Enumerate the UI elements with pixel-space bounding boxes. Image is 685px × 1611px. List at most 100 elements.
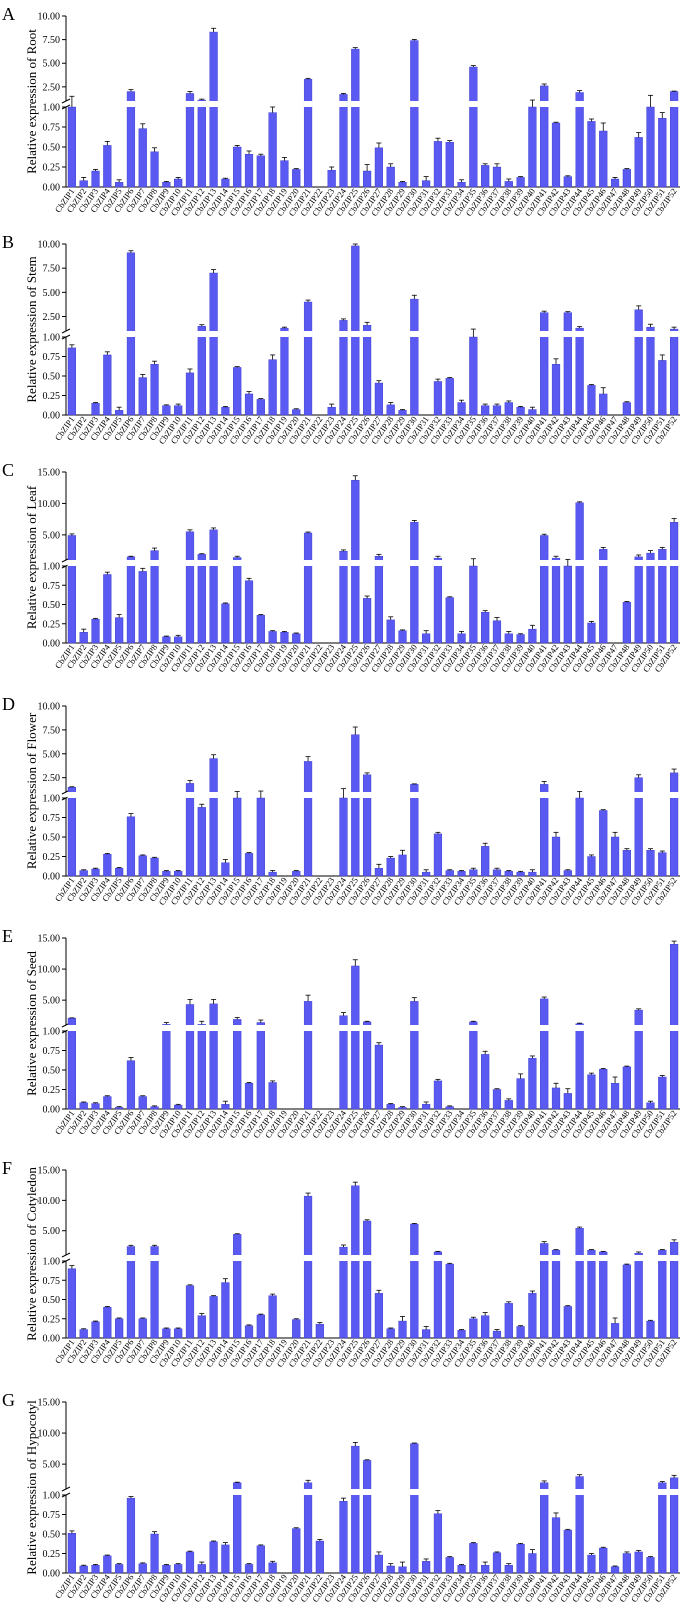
bar <box>398 1566 407 1574</box>
y-tick-label: 5.00 <box>43 749 61 760</box>
bar <box>280 632 289 644</box>
bar-break-gap <box>350 1489 360 1495</box>
bar <box>303 761 313 877</box>
bar <box>103 1555 112 1574</box>
bar <box>150 1106 159 1110</box>
y-tick-label: 0.50 <box>43 372 61 383</box>
bar <box>398 854 407 877</box>
bar <box>221 1544 230 1574</box>
y-tick-label: 10.00 <box>38 965 61 976</box>
y-tick-label: 0.00 <box>43 1334 61 1345</box>
y-tick-label: 0.25 <box>43 619 61 630</box>
bar <box>209 758 218 877</box>
bar <box>174 871 183 877</box>
bar <box>516 1543 525 1574</box>
bar <box>67 1017 77 1110</box>
bar <box>374 382 384 416</box>
bar <box>303 79 313 188</box>
bar <box>292 871 301 877</box>
bar <box>197 325 206 416</box>
bar <box>386 166 395 188</box>
bar <box>103 1096 112 1110</box>
bar-break-gap <box>280 331 289 337</box>
bar <box>233 1019 242 1110</box>
bar <box>481 1564 490 1574</box>
bar <box>79 870 88 877</box>
y-tick-label: 0.00 <box>43 183 61 194</box>
bar-break-gap <box>350 1255 360 1261</box>
y-axis-label: Relative expression of Flower <box>24 712 39 869</box>
bar <box>492 166 502 188</box>
bar <box>599 1069 608 1110</box>
bar <box>634 309 643 416</box>
bar <box>551 836 561 877</box>
bar <box>351 1185 360 1339</box>
bar <box>386 619 395 644</box>
bar <box>138 1318 147 1339</box>
bar <box>492 869 502 877</box>
y-tick-label: 10.00 <box>38 240 61 251</box>
bar <box>374 1293 384 1339</box>
y-tick-label: 5.00 <box>43 288 61 299</box>
bar <box>256 615 265 644</box>
bar <box>115 1318 124 1339</box>
bar <box>150 1533 159 1574</box>
bar-break-gap <box>575 560 585 566</box>
bar <box>91 403 100 416</box>
bar <box>481 405 490 416</box>
bar <box>481 846 490 877</box>
bar <box>599 393 608 416</box>
bar-break-gap <box>209 1025 218 1031</box>
bar-break-gap <box>303 560 313 566</box>
bar-break-gap <box>362 331 372 337</box>
bar <box>103 145 112 188</box>
bar <box>374 147 384 188</box>
bar <box>528 1293 537 1339</box>
bar <box>528 1553 537 1574</box>
bar-break-gap <box>362 1255 372 1261</box>
chart-panel-c: C Relative expression of Leaf 0.00 0.25 0.50… <box>2 460 680 674</box>
bar <box>67 535 77 644</box>
bar <box>91 170 100 188</box>
bar <box>422 633 431 644</box>
y-tick-label: 15.00 <box>38 934 61 945</box>
y-tick-label: 10.00 <box>38 702 61 713</box>
bar <box>469 565 478 644</box>
y-tick-label: 1.00 <box>43 103 61 114</box>
y-tick-label: 5.00 <box>43 530 61 541</box>
bar <box>457 402 466 416</box>
bar-break-gap <box>575 101 585 107</box>
bar <box>422 1329 431 1339</box>
bar-break-gap <box>409 1255 419 1261</box>
chart-panel-f: F Relative expression of Cotyledon 0.00 0.2… <box>2 1158 680 1369</box>
bar <box>551 122 561 188</box>
bar <box>410 1223 419 1339</box>
bar <box>634 556 643 644</box>
y-tick-label: 0.00 <box>43 411 61 422</box>
bar <box>339 1501 348 1574</box>
bar <box>303 1001 313 1110</box>
bar <box>362 1460 372 1574</box>
bar <box>433 557 443 644</box>
bar <box>79 1329 88 1339</box>
bar-break-gap <box>575 1489 585 1495</box>
bar <box>587 121 596 188</box>
bar <box>646 850 655 877</box>
y-tick-label: 2.50 <box>43 82 61 93</box>
bar-break-gap <box>185 101 195 107</box>
bar-break-gap <box>197 560 207 566</box>
bar <box>174 1564 183 1574</box>
bar <box>599 810 608 877</box>
y-tick-label: 0.75 <box>43 123 61 134</box>
bar-break-gap <box>669 1025 679 1031</box>
bar <box>504 633 513 644</box>
axis-break-mark <box>61 1486 71 1492</box>
bar <box>481 1054 490 1110</box>
bar-break-gap <box>374 560 384 566</box>
bar-break-gap <box>468 101 478 107</box>
bar <box>362 774 372 877</box>
y-axis-label: Relative expression of Hypocotyl <box>24 1400 39 1575</box>
bar <box>469 66 478 188</box>
bar <box>233 1482 242 1574</box>
bar-break-gap <box>598 1255 608 1261</box>
